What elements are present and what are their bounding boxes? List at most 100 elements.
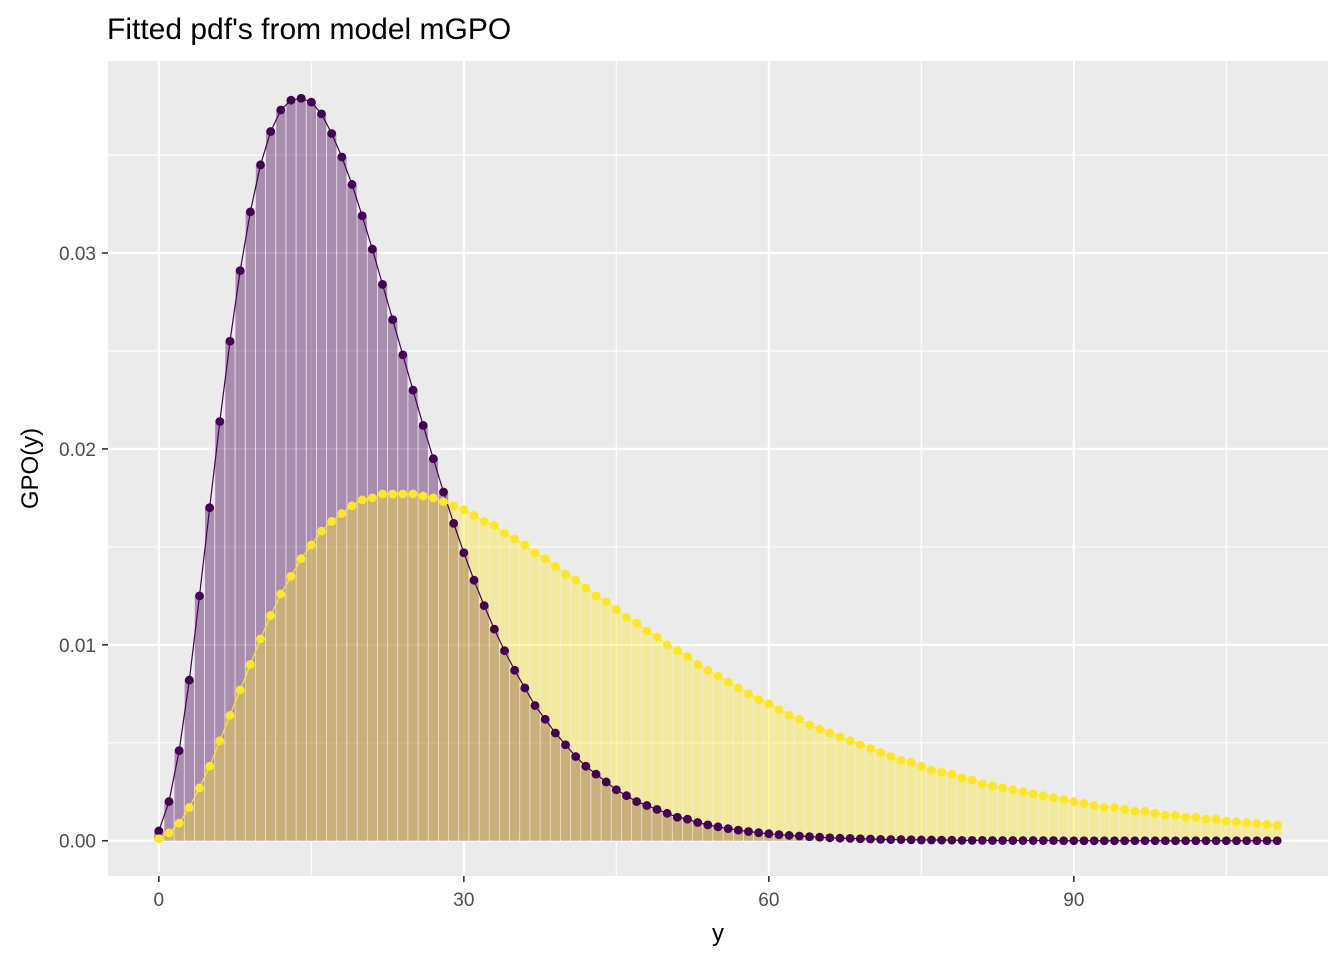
point [662,808,672,818]
point [398,350,408,360]
point [652,804,662,814]
point-series-1 [154,93,1282,846]
point [561,569,570,579]
bar [448,523,459,841]
point [896,756,906,765]
bar [652,636,662,841]
bar [581,588,591,841]
point [652,632,662,642]
points [154,93,1282,846]
bar [245,211,256,841]
y-axis-title: GPO(y) [17,428,44,509]
point [876,834,886,844]
bar [896,760,906,841]
bar [235,689,245,841]
point [449,501,459,511]
point [347,501,357,511]
point [947,835,957,845]
point [754,695,764,705]
point [296,554,306,564]
bar [743,831,754,841]
bar [1058,799,1069,841]
bar [1221,821,1232,841]
point [256,634,265,644]
bar [204,507,215,841]
point-series-2 [154,489,1282,844]
point [611,605,621,614]
point [408,385,418,395]
bar [1048,797,1059,841]
point [286,571,296,581]
point [1130,806,1140,816]
point [1140,836,1150,846]
point [672,812,682,822]
point [367,493,377,503]
bar [306,102,317,841]
point [164,797,174,806]
point [245,660,255,669]
bar [296,558,306,841]
bar [855,744,866,841]
point [611,785,621,795]
point [998,836,1008,845]
bar [509,670,520,841]
point [571,752,581,761]
bar [1099,807,1110,841]
point [449,518,459,528]
point [916,761,926,771]
bar [357,499,367,841]
point [215,736,225,746]
point [500,528,509,538]
bar [825,732,835,841]
bar-series-2 [154,493,1282,841]
point [591,591,601,601]
point [855,834,865,844]
point [1028,789,1038,799]
x-axis: 0 30 60 90 [154,876,1084,911]
point [764,699,774,708]
point [988,781,997,791]
point [764,829,774,839]
point [1242,818,1252,828]
point [1049,793,1058,803]
point [1028,836,1038,845]
point [205,503,215,513]
bar [540,719,550,841]
point [672,646,682,656]
bar [377,493,388,841]
point [1069,836,1079,846]
point [693,660,703,669]
point [245,207,255,217]
point [1110,836,1119,846]
bar [611,609,622,841]
bar [357,215,367,841]
bar [957,778,967,841]
bar [255,638,266,841]
bar [316,531,327,841]
x-tick-label: 60 [758,890,779,911]
bar [794,719,805,841]
bar [367,249,378,841]
bar [753,699,764,841]
point [703,665,713,675]
point [550,562,560,571]
chart-title: Fitted pdf's from model mGPO [107,13,511,46]
bar [977,783,988,841]
bar-series-1 [154,98,1059,841]
bar [916,766,927,841]
point [927,835,936,845]
bar [723,682,733,841]
point [1201,814,1211,824]
point [581,583,591,593]
point [469,511,479,520]
point [805,832,814,842]
bar [540,558,550,841]
point [327,129,337,138]
bar [581,766,591,841]
bar [570,580,581,841]
point [1262,836,1272,846]
bar [692,822,703,841]
point [1008,836,1018,845]
point [418,420,428,430]
point [713,671,723,681]
